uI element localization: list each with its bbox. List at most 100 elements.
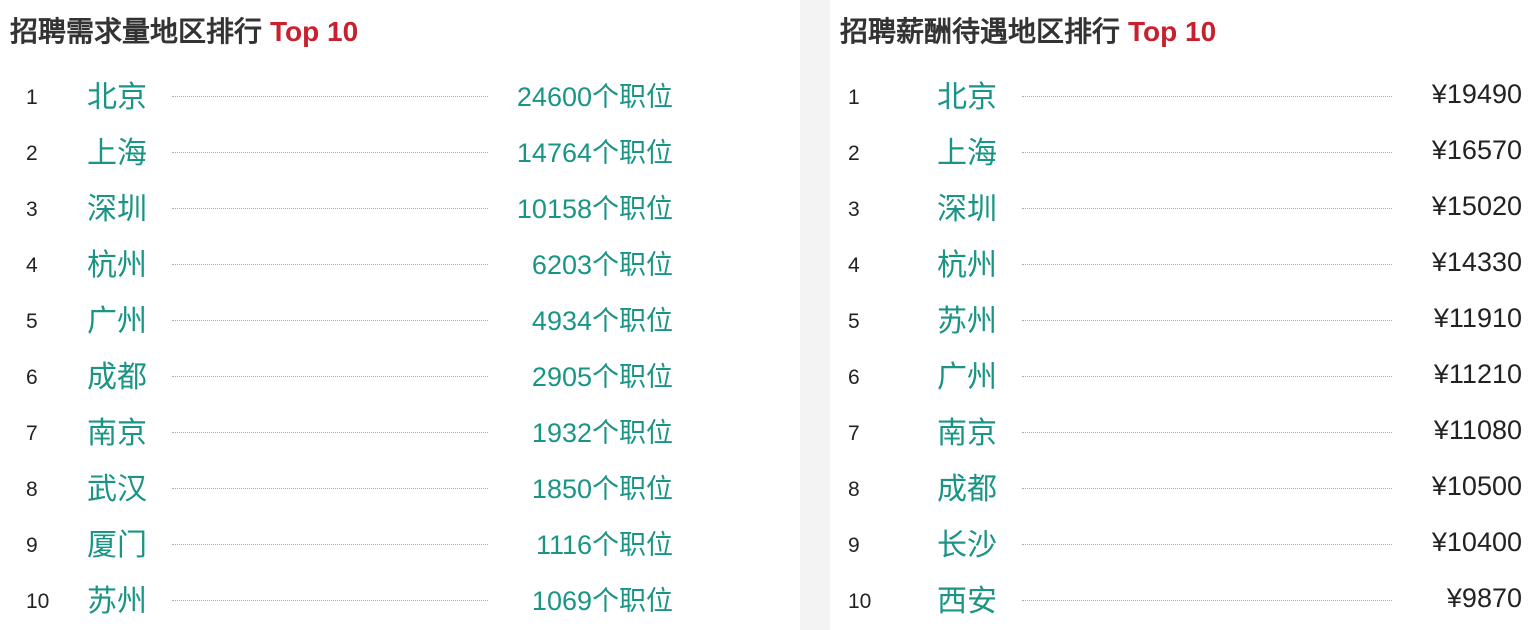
rank-number: 6 (26, 366, 38, 389)
city-name[interactable]: 北京 (937, 81, 997, 114)
list-item: 5 苏州 ¥11910 (830, 290, 1540, 346)
city-name[interactable]: 成都 (937, 473, 997, 506)
dotted-leader (1022, 319, 1392, 321)
dotted-leader (172, 207, 488, 209)
rank-number: 10 (848, 590, 872, 613)
city-name[interactable]: 广州 (87, 305, 147, 338)
city-name[interactable]: 南京 (937, 417, 997, 450)
value: 2905个职位 (531, 361, 673, 392)
value: ¥19490 (1431, 78, 1522, 109)
rank-number: 6 (848, 366, 860, 389)
rank-number: 1 (848, 86, 860, 109)
city-name[interactable]: 西安 (937, 585, 997, 618)
city-name[interactable]: 北京 (87, 81, 147, 114)
city-name[interactable]: 深圳 (937, 193, 997, 226)
city-name[interactable]: 深圳 (87, 193, 147, 226)
list-item: 8 武汉 1850个职位 (0, 458, 800, 514)
salary-title: 招聘薪酬待遇地区排行 Top 10 (840, 10, 1216, 50)
dotted-leader (1022, 431, 1392, 433)
dotted-leader (1022, 151, 1392, 153)
list-item: 7 南京 1932个职位 (0, 402, 800, 458)
list-item: 8 成都 ¥10500 (830, 458, 1540, 514)
city-name[interactable]: 苏州 (937, 305, 997, 338)
rank-number: 10 (26, 590, 50, 613)
salary-badge: Top 10 (1128, 16, 1217, 47)
list-item: 4 杭州 6203个职位 (0, 234, 800, 290)
list-item: 9 厦门 1116个职位 (0, 514, 800, 570)
city-name[interactable]: 上海 (937, 137, 997, 170)
value: 1116个职位 (535, 529, 673, 560)
list-item: 10 苏州 1069个职位 (0, 570, 800, 626)
list-item: 6 广州 ¥11210 (830, 346, 1540, 402)
rank-number: 3 (26, 198, 38, 221)
value: ¥16570 (1431, 134, 1522, 165)
rank-number: 7 (26, 422, 38, 445)
rank-number: 2 (26, 142, 38, 165)
list-item: 3 深圳 10158个职位 (0, 178, 800, 234)
dotted-leader (172, 431, 488, 433)
rank-number: 2 (848, 142, 860, 165)
value: ¥10400 (1431, 526, 1522, 557)
list-item: 1 北京 ¥19490 (830, 66, 1540, 122)
value: ¥9870 (1446, 582, 1522, 613)
city-name[interactable]: 长沙 (937, 529, 997, 562)
dotted-leader (172, 95, 488, 97)
value: ¥14330 (1431, 246, 1522, 277)
city-name[interactable]: 厦门 (87, 529, 147, 562)
value: ¥11080 (1433, 414, 1522, 445)
city-name[interactable]: 上海 (87, 137, 147, 170)
dotted-leader (1022, 375, 1392, 377)
list-item: 2 上海 ¥16570 (830, 122, 1540, 178)
dotted-leader (1022, 543, 1392, 545)
city-name[interactable]: 杭州 (87, 249, 147, 282)
list-item: 5 广州 4934个职位 (0, 290, 800, 346)
demand-title: 招聘需求量地区排行 Top 10 (10, 10, 358, 50)
city-name[interactable]: 成都 (87, 361, 147, 394)
list-item: 3 深圳 ¥15020 (830, 178, 1540, 234)
dotted-leader (172, 319, 488, 321)
rank-number: 1 (26, 86, 38, 109)
rank-number: 9 (26, 534, 38, 557)
city-name[interactable]: 苏州 (87, 585, 147, 618)
value: 1850个职位 (531, 473, 673, 504)
list-item: 9 长沙 ¥10400 (830, 514, 1540, 570)
dotted-leader (172, 375, 488, 377)
rank-number: 9 (848, 534, 860, 557)
list-item: 1 北京 24600个职位 (0, 66, 800, 122)
dotted-leader (172, 263, 488, 265)
rank-number: 3 (848, 198, 860, 221)
dotted-leader (172, 599, 488, 601)
value: 24600个职位 (516, 81, 673, 112)
value: 1069个职位 (531, 585, 673, 616)
rank-number: 5 (848, 310, 860, 333)
demand-badge: Top 10 (270, 16, 359, 47)
dotted-leader (1022, 599, 1392, 601)
list-item: 6 成都 2905个职位 (0, 346, 800, 402)
value: 1932个职位 (531, 417, 673, 448)
demand-ranking-panel: 招聘需求量地区排行 Top 10 1 北京 24600个职位 2 上海 14764个职位 3 深… (0, 0, 800, 630)
city-name[interactable]: 武汉 (87, 473, 147, 506)
city-name[interactable]: 广州 (937, 361, 997, 394)
dotted-leader (1022, 263, 1392, 265)
list-item: 7 南京 ¥11080 (830, 402, 1540, 458)
rank-number: 8 (26, 478, 38, 501)
dotted-leader (1022, 207, 1392, 209)
value: ¥11210 (1433, 358, 1522, 389)
rank-number: 4 (26, 254, 38, 277)
dotted-leader (1022, 487, 1392, 489)
rank-number: 5 (26, 310, 38, 333)
salary-list: 1 北京 ¥19490 2 上海 ¥16570 3 深圳 ¥15020 4 杭州 ¥14330 5 苏州 ¥… (830, 66, 1540, 626)
rank-number: 8 (848, 478, 860, 501)
city-name[interactable]: 南京 (87, 417, 147, 450)
value: ¥15020 (1431, 190, 1522, 221)
city-name[interactable]: 杭州 (937, 249, 997, 282)
dotted-leader (172, 543, 488, 545)
list-item: 2 上海 14764个职位 (0, 122, 800, 178)
value: 4934个职位 (531, 305, 673, 336)
dotted-leader (1022, 95, 1392, 97)
rank-number: 7 (848, 422, 860, 445)
value: 10158个职位 (516, 193, 673, 224)
value: ¥11910 (1433, 302, 1522, 333)
dotted-leader (172, 151, 488, 153)
list-item: 4 杭州 ¥14330 (830, 234, 1540, 290)
